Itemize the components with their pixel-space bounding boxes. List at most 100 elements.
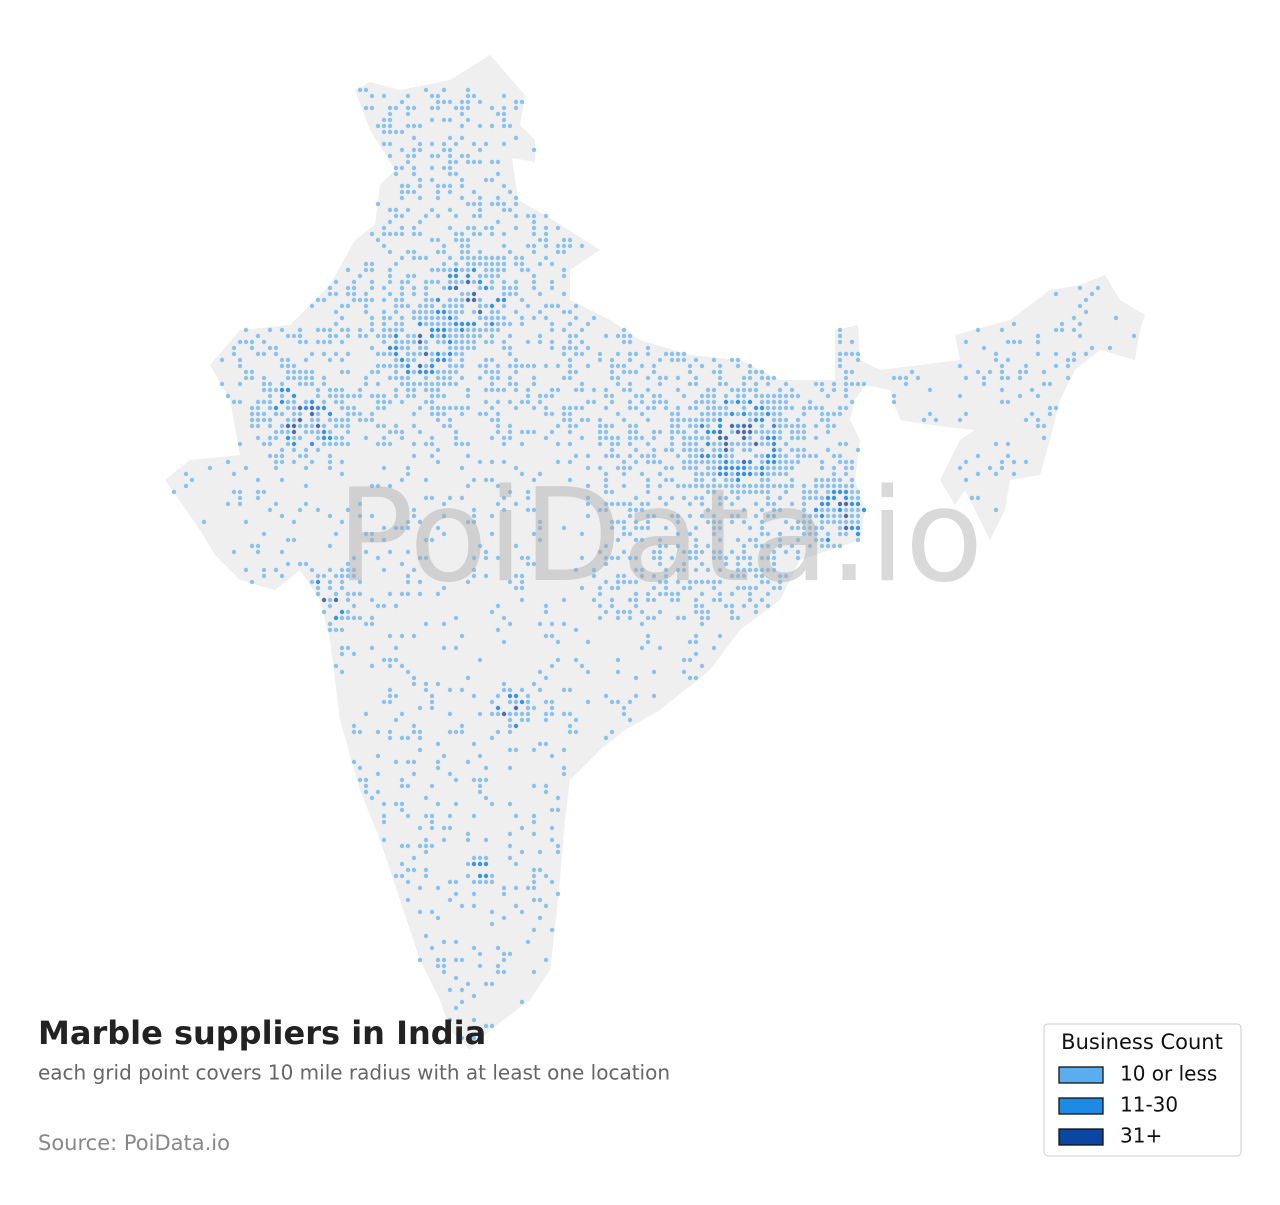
grid-point <box>765 591 771 597</box>
grid-point <box>453 777 459 783</box>
grid-point <box>267 387 273 393</box>
grid-point <box>423 795 429 801</box>
grid-point <box>483 273 489 279</box>
grid-point <box>399 357 405 363</box>
grid-point <box>471 555 477 561</box>
grid-point <box>711 549 717 555</box>
grid-point <box>489 285 495 291</box>
grid-point <box>549 345 555 351</box>
grid-point <box>315 339 321 345</box>
grid-point <box>735 423 741 429</box>
grid-point <box>429 495 435 501</box>
grid-point <box>849 381 855 387</box>
grid-point <box>711 417 717 423</box>
grid-point <box>411 255 417 261</box>
grid-point <box>615 579 621 585</box>
grid-point <box>399 183 405 189</box>
grid-point <box>693 543 699 549</box>
grid-point <box>441 837 447 843</box>
grid-point <box>597 603 603 609</box>
grid-point <box>489 801 495 807</box>
grid-point <box>357 333 363 339</box>
grid-point <box>507 843 513 849</box>
grid-point <box>723 435 729 441</box>
grid-point <box>561 249 567 255</box>
grid-point <box>711 477 717 483</box>
grid-point <box>243 369 249 375</box>
grid-point <box>813 513 819 519</box>
grid-point <box>615 351 621 357</box>
grid-point <box>399 321 405 327</box>
grid-point <box>795 549 801 555</box>
grid-point <box>405 591 411 597</box>
grid-point <box>429 141 435 147</box>
grid-point <box>441 963 447 969</box>
grid-point <box>237 495 243 501</box>
grid-point <box>387 345 393 351</box>
grid-point <box>459 345 465 351</box>
grid-point <box>405 303 411 309</box>
grid-point <box>675 615 681 621</box>
grid-point <box>735 573 741 579</box>
grid-point <box>261 441 267 447</box>
grid-point <box>717 405 723 411</box>
grid-point <box>675 567 681 573</box>
grid-point <box>741 483 747 489</box>
grid-point <box>471 261 477 267</box>
grid-point <box>837 513 843 519</box>
grid-point <box>627 555 633 561</box>
grid-point <box>585 513 591 519</box>
grid-point <box>849 459 855 465</box>
grid-point <box>651 585 657 591</box>
grid-point <box>819 501 825 507</box>
grid-point <box>537 621 543 627</box>
grid-point <box>747 441 753 447</box>
grid-point <box>681 357 687 363</box>
grid-point <box>507 729 513 735</box>
grid-point <box>333 309 339 315</box>
grid-point <box>381 393 387 399</box>
grid-point <box>1053 327 1059 333</box>
grid-point <box>783 519 789 525</box>
grid-point <box>759 567 765 573</box>
grid-point <box>393 357 399 363</box>
grid-point <box>771 429 777 435</box>
grid-point <box>693 567 699 573</box>
grid-point <box>405 843 411 849</box>
grid-point <box>441 375 447 381</box>
grid-point <box>849 501 855 507</box>
grid-point <box>465 87 471 93</box>
grid-point <box>549 879 555 885</box>
grid-point <box>675 387 681 393</box>
grid-point <box>567 321 573 327</box>
grid-point <box>837 543 843 549</box>
grid-point <box>447 171 453 177</box>
grid-point <box>837 531 843 537</box>
grid-point <box>765 483 771 489</box>
grid-point <box>459 1035 465 1041</box>
grid-point <box>387 633 393 639</box>
grid-point <box>651 615 657 621</box>
grid-point <box>429 537 435 543</box>
grid-point <box>495 327 501 333</box>
grid-point <box>345 561 351 567</box>
grid-point <box>249 375 255 381</box>
grid-point <box>483 267 489 273</box>
grid-point <box>285 333 291 339</box>
grid-point <box>771 483 777 489</box>
grid-point <box>639 453 645 459</box>
grid-point <box>759 453 765 459</box>
grid-point <box>369 93 375 99</box>
grid-point <box>699 453 705 459</box>
grid-point <box>717 447 723 453</box>
grid-point <box>693 417 699 423</box>
grid-point <box>723 441 729 447</box>
grid-point <box>345 417 351 423</box>
grid-point <box>489 513 495 519</box>
grid-point <box>255 549 261 555</box>
grid-point <box>759 441 765 447</box>
grid-point <box>399 561 405 567</box>
grid-point <box>429 207 435 213</box>
grid-point <box>321 375 327 381</box>
grid-point <box>327 333 333 339</box>
